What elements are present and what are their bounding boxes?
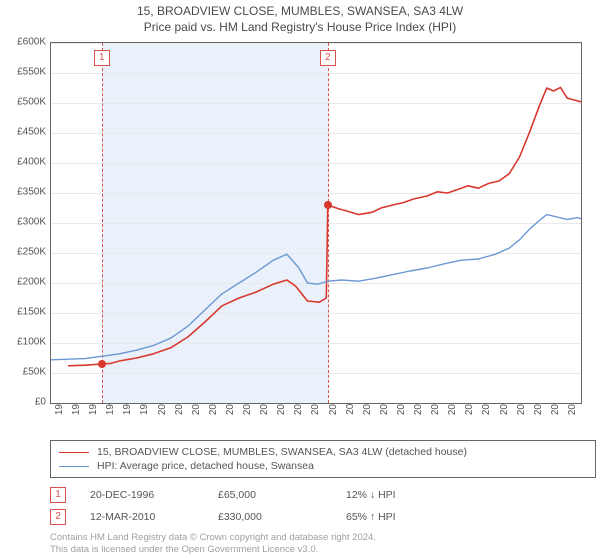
y-tick-label: £350K — [0, 187, 46, 198]
y-tick-label: £300K — [0, 217, 46, 228]
legend-label: HPI: Average price, detached house, Swan… — [97, 460, 314, 472]
line-series-svg — [51, 43, 581, 403]
legend: 15, BROADVIEW CLOSE, MUMBLES, SWANSEA, S… — [50, 440, 596, 478]
event-id-box: 1 — [50, 487, 66, 503]
event-price: £65,000 — [218, 489, 322, 501]
event-marker-box-1: 1 — [94, 50, 110, 66]
y-tick-label: £0 — [0, 397, 46, 408]
legend-line-icon — [59, 461, 89, 471]
event-row: 1 20-DEC-1996 £65,000 12% ↓ HPI — [50, 484, 578, 506]
y-tick-label: £450K — [0, 127, 46, 138]
event-id-box: 2 — [50, 509, 66, 525]
title-line1: 15, BROADVIEW CLOSE, MUMBLES, SWANSEA, S… — [0, 4, 600, 18]
y-tick-label: £600K — [0, 37, 46, 48]
event-table: 1 20-DEC-1996 £65,000 12% ↓ HPI 2 12-MAR… — [50, 484, 578, 528]
y-tick-label: £150K — [0, 307, 46, 318]
y-tick-label: £250K — [0, 247, 46, 258]
y-tick-label: £550K — [0, 67, 46, 78]
event-dot-2 — [324, 201, 332, 209]
event-price: £330,000 — [218, 511, 322, 523]
legend-item-property: 15, BROADVIEW CLOSE, MUMBLES, SWANSEA, S… — [59, 445, 587, 459]
event-delta: 12% ↓ HPI — [346, 489, 450, 501]
series-line — [68, 87, 581, 365]
footer-line2: This data is licensed under the Open Gov… — [50, 544, 578, 556]
event-dot-1 — [98, 360, 106, 368]
event-row: 2 12-MAR-2010 £330,000 65% ↑ HPI — [50, 506, 578, 528]
event-delta: 65% ↑ HPI — [346, 511, 450, 523]
title-block: 15, BROADVIEW CLOSE, MUMBLES, SWANSEA, S… — [0, 4, 600, 34]
event-date: 20-DEC-1996 — [90, 489, 194, 501]
title-line2: Price paid vs. HM Land Registry's House … — [0, 20, 600, 34]
legend-item-hpi: HPI: Average price, detached house, Swan… — [59, 459, 587, 473]
event-date: 12-MAR-2010 — [90, 511, 194, 523]
footer: Contains HM Land Registry data © Crown c… — [50, 532, 578, 556]
legend-label: 15, BROADVIEW CLOSE, MUMBLES, SWANSEA, S… — [97, 446, 467, 458]
footer-line1: Contains HM Land Registry data © Crown c… — [50, 532, 578, 544]
series-line — [51, 215, 581, 360]
y-tick-label: £100K — [0, 337, 46, 348]
y-tick-label: £200K — [0, 277, 46, 288]
y-tick-label: £400K — [0, 157, 46, 168]
chart-container: 15, BROADVIEW CLOSE, MUMBLES, SWANSEA, S… — [0, 0, 600, 560]
y-tick-label: £500K — [0, 97, 46, 108]
event-marker-box-2: 2 — [320, 50, 336, 66]
legend-line-icon — [59, 447, 89, 457]
plot-area — [50, 42, 582, 404]
y-tick-label: £50K — [0, 367, 46, 378]
